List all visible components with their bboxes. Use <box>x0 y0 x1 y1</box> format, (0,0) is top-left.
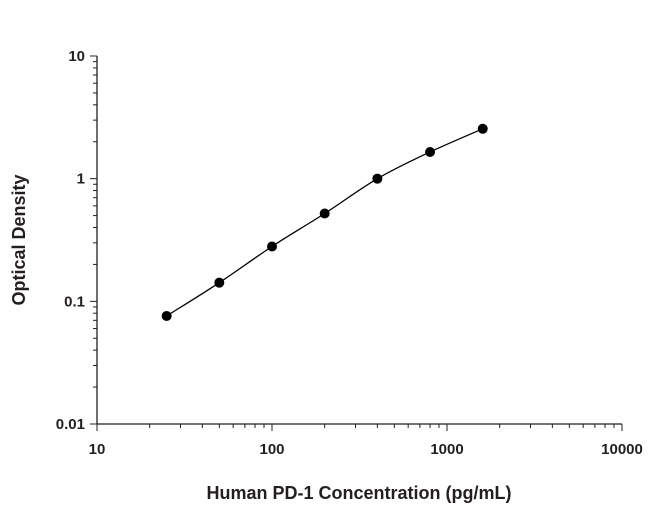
data-point <box>161 310 172 321</box>
y-tick-label: 0.1 <box>64 293 85 310</box>
axes <box>96 56 622 425</box>
x-axis-label: Human PD-1 Concentration (pg/mL) <box>207 483 512 503</box>
x-tick-label: 100 <box>259 441 284 458</box>
x-tick-labels: 10 100 1000 10000 <box>89 441 643 458</box>
data-point <box>372 173 383 184</box>
y-tick-label: 0.01 <box>56 416 85 433</box>
y-axis-label: Optical Density <box>9 174 29 305</box>
data-point <box>425 146 436 157</box>
data-points <box>161 123 488 321</box>
x-tick-label: 1000 <box>430 441 463 458</box>
tick-marks <box>90 55 623 431</box>
data-point <box>214 277 225 288</box>
data-point <box>267 241 277 252</box>
y-tick-label: 1 <box>77 171 85 188</box>
x-tick-label: 10 <box>89 441 106 458</box>
y-tick-labels: 0.01 0.1 1 10 <box>56 48 85 433</box>
x-tick-label: 10000 <box>601 441 643 458</box>
data-point <box>477 123 488 134</box>
y-tick-label: 10 <box>68 48 85 65</box>
data-point <box>319 208 330 219</box>
fit-curve <box>166 128 483 317</box>
